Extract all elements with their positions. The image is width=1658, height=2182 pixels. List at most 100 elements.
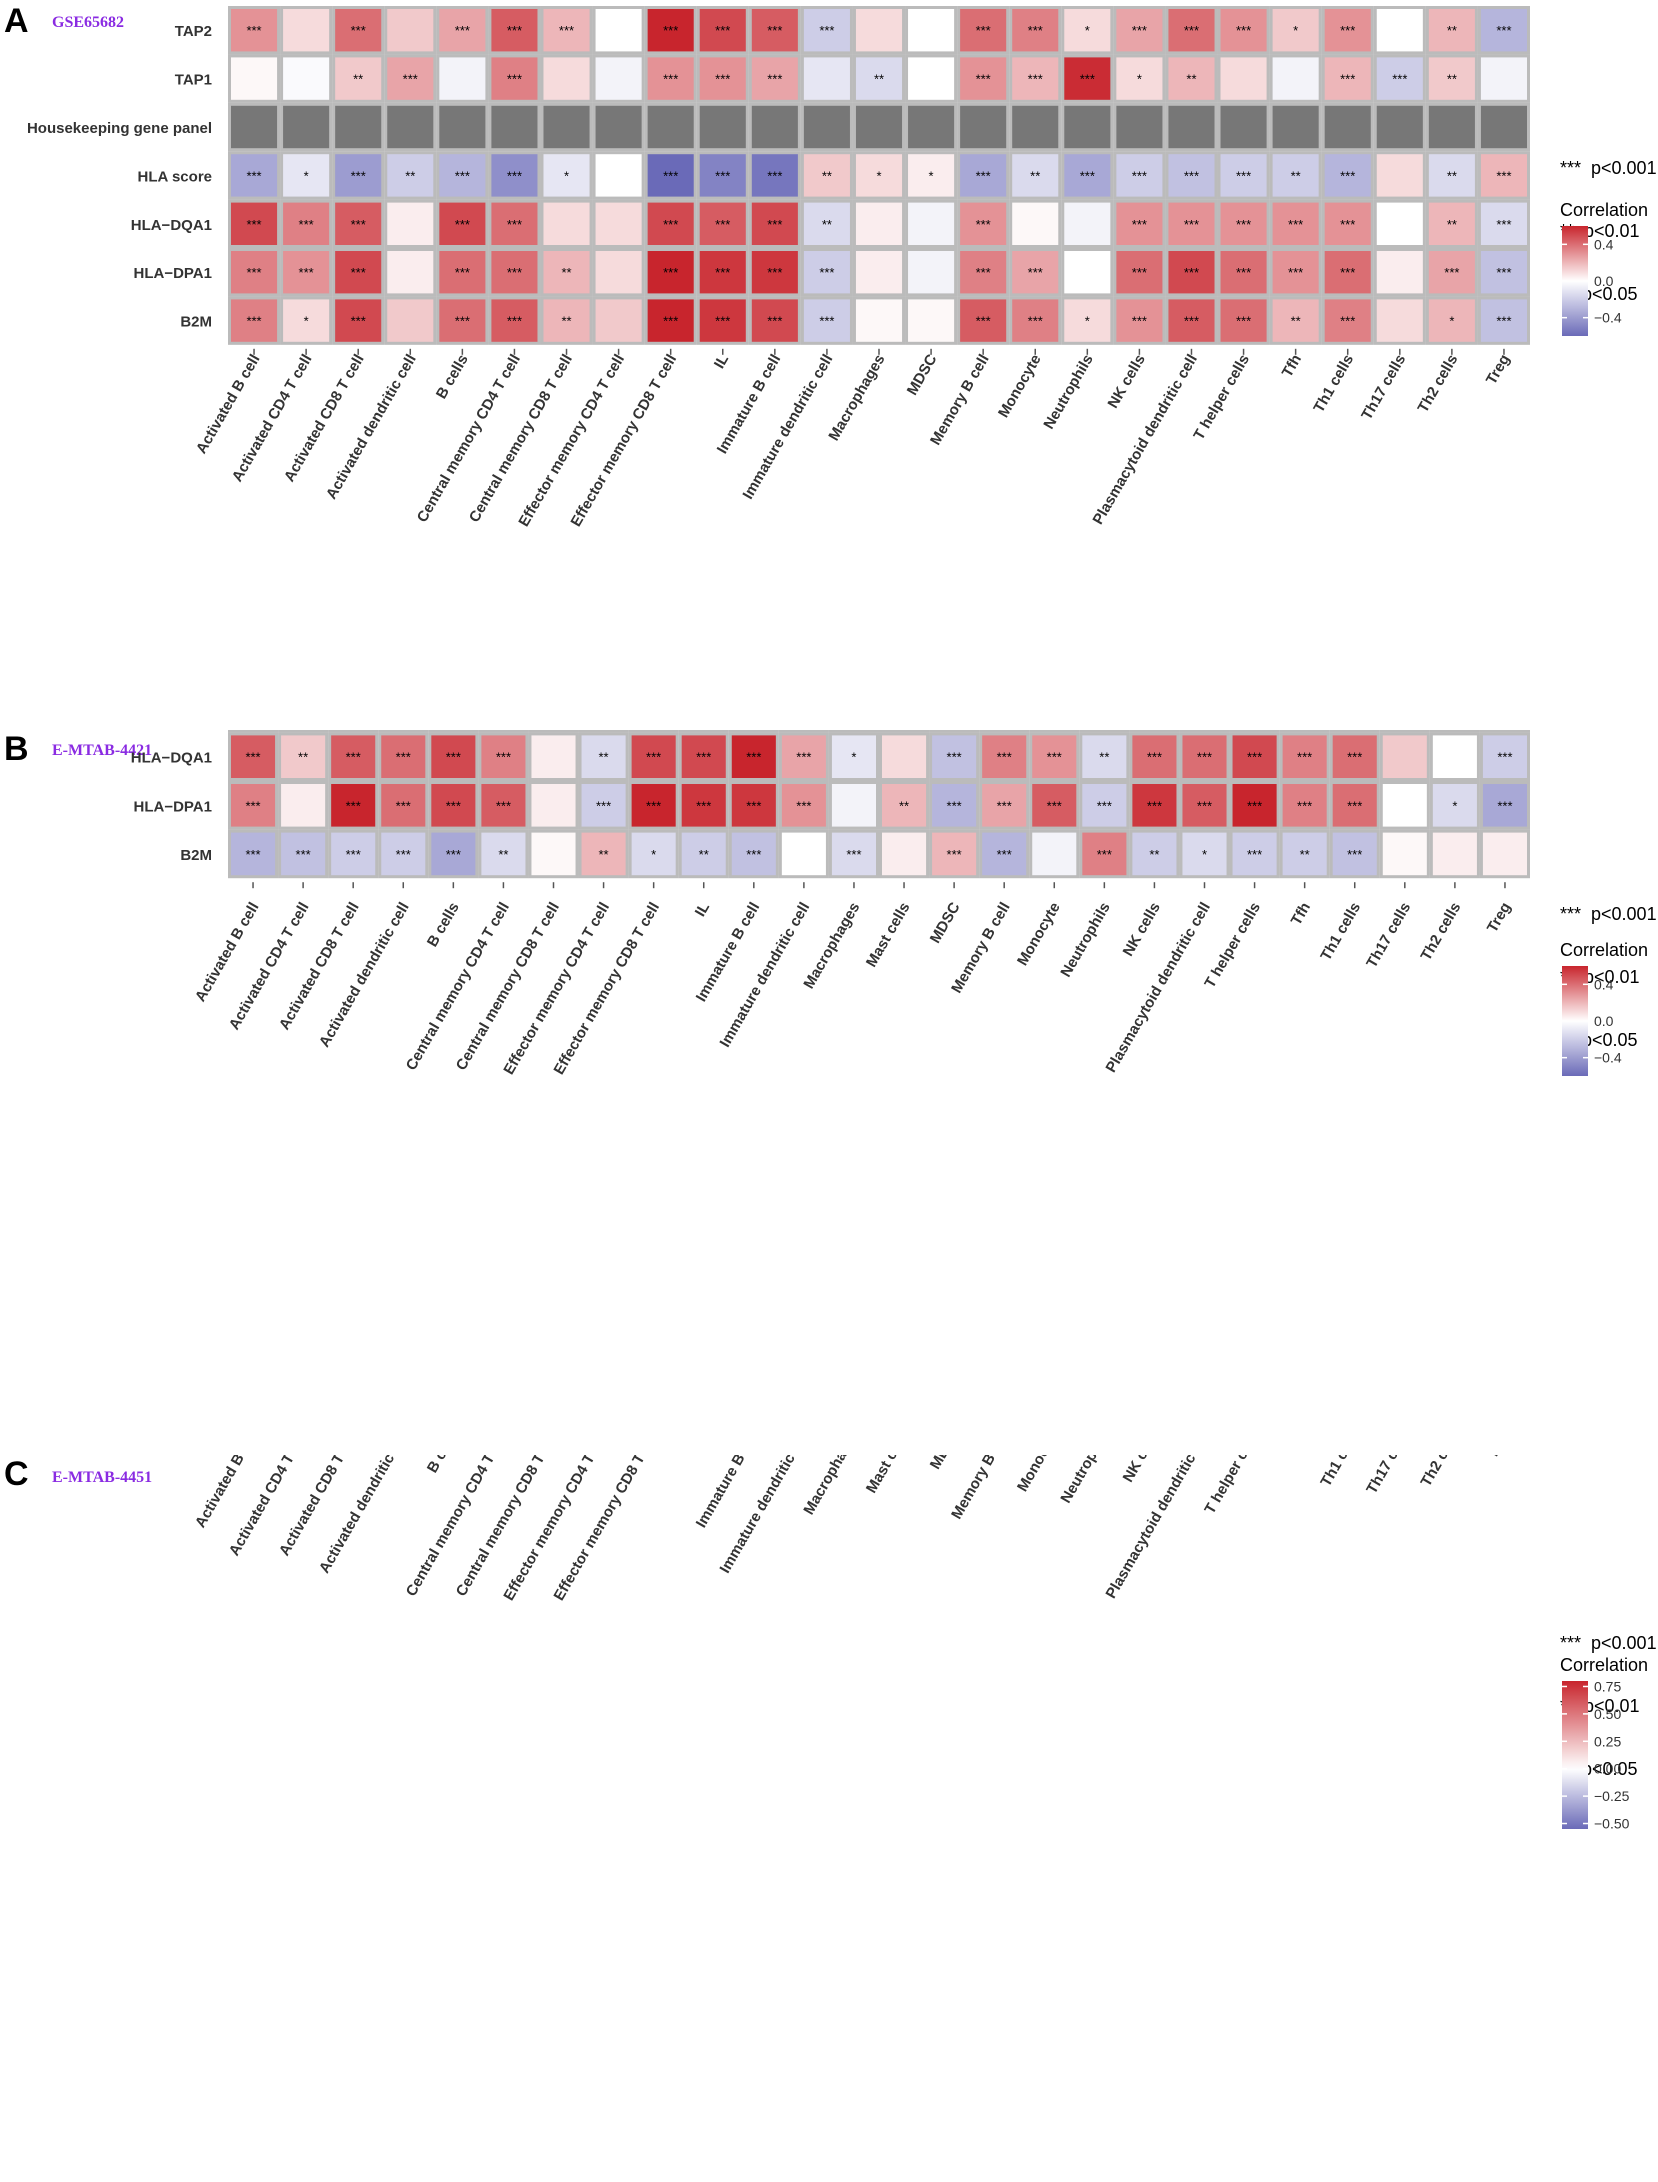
heatmap-cell	[1269, 151, 1322, 200]
heatmap-cell	[957, 199, 1010, 249]
heatmap-cell	[1179, 730, 1230, 733]
significance-mark: ***	[663, 265, 678, 280]
heatmap-cell	[1425, 6, 1478, 55]
column-label: Th1 cells	[1310, 352, 1357, 416]
heatmap-cell	[778, 781, 829, 830]
significance-mark: ***	[1080, 168, 1095, 183]
heatmap-cell	[1061, 296, 1114, 345]
significance-mark: ***	[997, 847, 1012, 862]
heatmap-cell	[1479, 829, 1531, 879]
significance-mark: ***	[1297, 750, 1312, 765]
column-label: Th17 cells	[1363, 900, 1414, 971]
heatmap-cell	[1373, 54, 1426, 103]
significance-mark: *	[1137, 72, 1142, 87]
heatmap-cell	[828, 781, 880, 830]
heatmap-cell	[778, 732, 829, 781]
column-label: Plasmacytoid dendritic cell	[1090, 352, 1201, 528]
heatmap-cell	[1165, 199, 1218, 249]
heatmap-cell	[1477, 54, 1531, 103]
heatmap-cell	[228, 6, 281, 55]
column-label: IL	[692, 900, 713, 920]
significance-mark: ***	[696, 798, 711, 813]
significance-mark: ***	[663, 314, 678, 329]
panel-letter: B	[4, 730, 29, 768]
heatmap-cell	[1269, 6, 1322, 55]
heatmap-cell	[332, 248, 385, 297]
heatmap-cell	[1061, 248, 1114, 297]
colorbar: 0.4 0.0 −0.4	[1562, 226, 1622, 336]
heatmap-cell	[957, 54, 1010, 103]
significance-mark: ***	[403, 72, 418, 87]
colorbar-tick-label: 0.75	[1594, 1678, 1621, 1694]
heatmap-cell	[696, 296, 749, 345]
heatmap-cell	[332, 151, 385, 200]
heatmap-cell	[1269, 248, 1322, 297]
column-label: Central memory CD4 T cell	[403, 900, 513, 1074]
significance-mark: ***	[455, 168, 470, 183]
significance-mark: ***	[715, 314, 730, 329]
significance-mark: **	[1030, 168, 1040, 183]
significance-mark: ***	[663, 72, 678, 87]
heatmap-cell	[228, 248, 281, 297]
significance-mark: ***	[1392, 72, 1407, 87]
significance-mark: ***	[396, 750, 411, 765]
significance-mark: ***	[299, 265, 314, 280]
panel-letter: C	[4, 1455, 29, 1493]
heatmap-cell	[678, 829, 729, 879]
significance-mark: **	[1186, 72, 1196, 87]
column-label: Th17 cells	[1363, 1455, 1414, 1497]
significance-mark: *	[1202, 847, 1207, 862]
heatmap-cell	[540, 6, 593, 55]
heatmap-cell	[1329, 732, 1380, 781]
significance-mark: **	[405, 168, 415, 183]
heatmap-cell	[278, 732, 329, 781]
heatmap-cell	[488, 296, 541, 345]
heatmap-cell	[1217, 6, 1270, 55]
heatmap-cell	[478, 781, 529, 830]
heatmap-cell	[1029, 829, 1080, 879]
significance-mark: ***	[767, 314, 782, 329]
column-label: Monocyte	[995, 352, 1045, 421]
heatmap-cell	[278, 730, 329, 733]
heatmap-cell	[1009, 6, 1062, 55]
heatmap-cell	[905, 199, 958, 249]
heatmap-cell	[1477, 248, 1531, 297]
heatmap-cell	[1165, 248, 1218, 297]
heatmap-cell	[1429, 829, 1480, 879]
heatmap-cell	[1477, 6, 1531, 55]
heatmap-cell	[828, 732, 880, 781]
heatmap-cell	[1477, 296, 1531, 345]
column-label: T helper cells	[1190, 352, 1253, 444]
significance-mark: ***	[1340, 217, 1355, 232]
column-label: NK cells	[1120, 900, 1164, 960]
significance-mark: ***	[1028, 314, 1043, 329]
significance-mark: ***	[1497, 750, 1512, 765]
significance-mark: ***	[746, 847, 761, 862]
heatmap-cell	[436, 296, 489, 345]
significance-mark: ***	[846, 847, 861, 862]
heatmap-cell	[1321, 151, 1374, 200]
column-label: Macrophages	[825, 352, 888, 444]
heatmap-cell	[278, 781, 329, 830]
heatmap-cell	[384, 6, 437, 55]
heatmap-chart: TAP2************************************…	[27, 6, 1531, 530]
heatmap-cell	[905, 6, 958, 55]
column-label: Central memory CD8 T cell	[453, 900, 563, 1074]
heatmap-cell	[929, 730, 980, 733]
significance-mark: **	[498, 847, 508, 862]
heatmap-cell	[879, 732, 930, 781]
heatmap-cell	[436, 6, 489, 55]
heatmap-cell	[957, 151, 1010, 200]
significance-mark: ***	[246, 265, 261, 280]
colorbar-tick-label: 0.0	[1594, 1013, 1614, 1029]
significance-mark: ***	[245, 847, 260, 862]
heatmap-cell	[478, 732, 529, 781]
significance-mark: ***	[767, 72, 782, 87]
heatmap-cell	[1179, 781, 1230, 830]
significance-mark: ***	[1236, 217, 1251, 232]
heatmap-cell	[696, 248, 749, 297]
heatmap-cell	[644, 199, 697, 249]
heatmap-cell	[929, 732, 980, 781]
heatmap-cell	[280, 199, 333, 249]
heatmap-cell	[1029, 781, 1080, 830]
